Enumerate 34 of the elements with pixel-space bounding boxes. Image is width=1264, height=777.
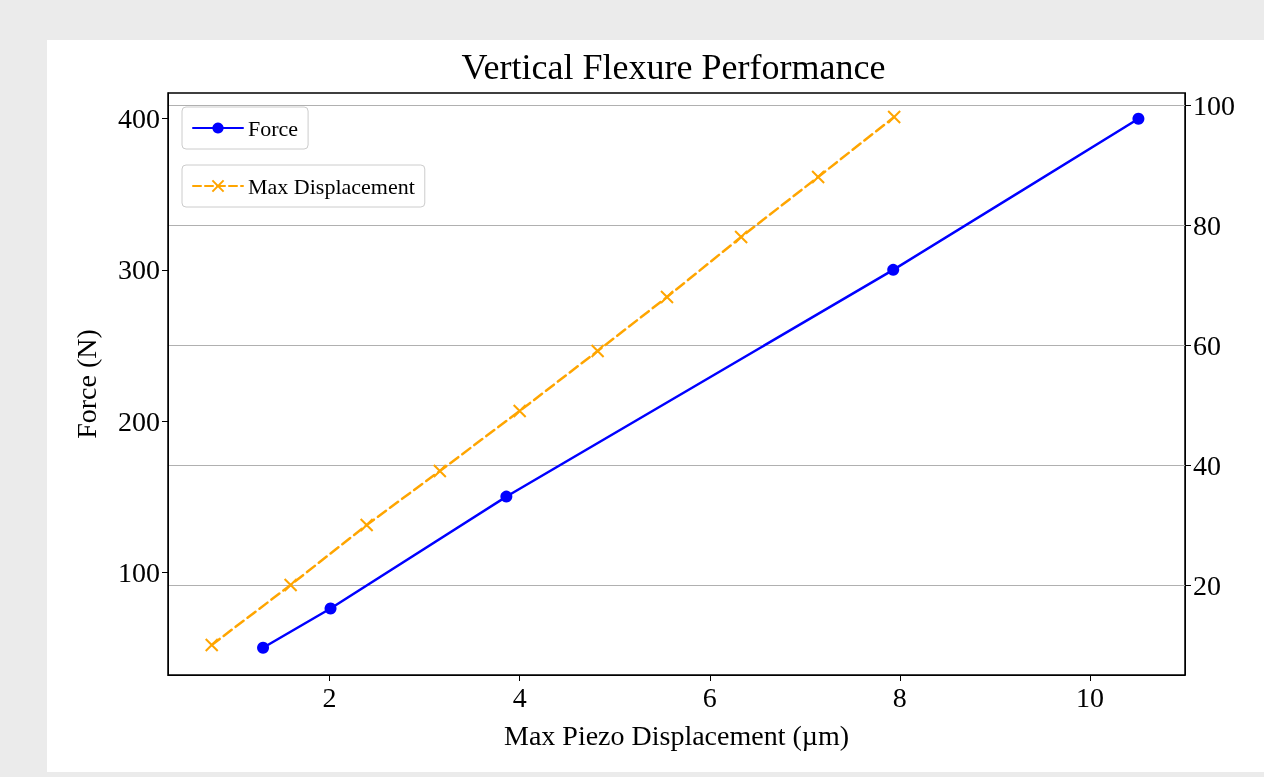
y2-tick-label: 20 bbox=[1193, 569, 1221, 601]
x-tick-label: 6 bbox=[702, 681, 717, 713]
y-axis-title: Force (N) bbox=[70, 329, 102, 439]
y-tick-label: 100 bbox=[118, 556, 160, 588]
x-tick-label: 4 bbox=[512, 681, 527, 713]
legend-label: Force bbox=[248, 115, 299, 141]
point bbox=[432, 464, 447, 478]
y2-tick-label: 100 bbox=[1193, 89, 1235, 121]
x-axis-title: Max Piezo Displacement (µm) bbox=[503, 719, 850, 751]
x-tick-label: 8 bbox=[892, 681, 907, 713]
point bbox=[734, 230, 749, 244]
point bbox=[512, 404, 527, 418]
x-tick-label: 2 bbox=[322, 681, 337, 713]
point bbox=[500, 490, 513, 503]
point bbox=[324, 602, 337, 615]
point bbox=[660, 290, 674, 304]
y-tick-label: 300 bbox=[118, 254, 160, 286]
point bbox=[887, 110, 902, 124]
y2-tick-label: 60 bbox=[1193, 329, 1221, 361]
point bbox=[811, 170, 826, 184]
y-tick-label: 200 bbox=[118, 405, 160, 437]
chart-title: Vertical Flexure Performance bbox=[461, 47, 886, 87]
point bbox=[887, 263, 900, 276]
x-tick-label: 10 bbox=[1075, 681, 1104, 713]
point bbox=[283, 578, 298, 592]
point bbox=[1132, 112, 1145, 125]
point bbox=[590, 344, 605, 358]
y2-tick-label: 80 bbox=[1193, 209, 1221, 241]
point bbox=[257, 641, 270, 654]
y2-tick-label: 40 bbox=[1193, 449, 1221, 481]
point bbox=[359, 518, 374, 532]
legend-label: Max Displacement bbox=[248, 173, 415, 199]
y-tick-label: 400 bbox=[118, 103, 160, 135]
point bbox=[204, 638, 219, 652]
